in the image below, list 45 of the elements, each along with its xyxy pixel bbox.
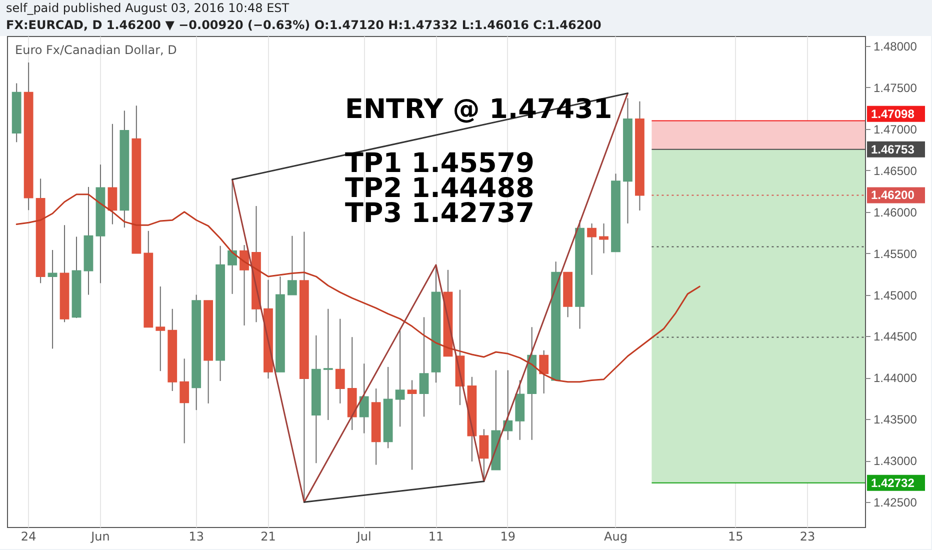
candlestick (48, 249, 58, 350)
x-tick-label: Aug (604, 530, 628, 544)
x-tick-label: 19 (500, 530, 516, 544)
y-tick-label: 1.46000 (874, 205, 918, 220)
y-tick-label: 1.43000 (874, 454, 918, 468)
ref-line-label: 1.46753 (871, 142, 915, 156)
x-tick-label: 24 (20, 530, 36, 544)
x-tick-label: Jun (90, 530, 110, 544)
candlestick (108, 123, 118, 225)
candlestick (539, 350, 549, 394)
candlestick (180, 358, 190, 444)
ref-line-label: 1.42732 (871, 476, 915, 490)
candlestick (288, 235, 297, 296)
x-tick-label: 23 (800, 530, 816, 544)
candlestick (419, 316, 429, 418)
y-tick-label: 1.44000 (874, 371, 918, 386)
x-tick-label: 21 (260, 530, 276, 544)
candlestick (599, 222, 608, 254)
text: self_paid published August 03, 2016 10:48 EST (6, 0, 290, 17)
y-tick-label: 1.45500 (874, 246, 918, 261)
candlestick (156, 286, 166, 372)
candlestick (587, 222, 596, 276)
annotation: TP3 1.42737 (345, 198, 534, 229)
candlestick (395, 330, 405, 428)
candlestick (407, 380, 417, 470)
y-tick-label: 1.44500 (874, 330, 918, 344)
chart-subtitle: FX:EURCAD, D 1.46200 ▼ −0.00920 (−0.63%) O:1.47120 H:1.47332 L:1.46016 C:1.46200 (6, 17, 602, 34)
x-tick-label: 13 (188, 530, 204, 544)
candlestick (323, 308, 333, 421)
ref-line-label: 1.46200 (871, 188, 915, 202)
x-tick-label: 11 (428, 530, 444, 544)
y-tick-label: 1.48000 (874, 39, 918, 54)
text: Euro Fx/Canadian Dollar, D (15, 43, 177, 57)
y-tick-label: 1.46500 (874, 164, 918, 178)
candlestick (335, 318, 345, 404)
y-tick-label: 1.42500 (874, 496, 918, 510)
ref-line-label: 1.47098 (871, 106, 915, 121)
y-tick-label: 1.43500 (874, 412, 918, 427)
line-series (232, 92, 628, 503)
y-tick-label: 1.47500 (874, 80, 918, 95)
candlestick (359, 363, 369, 434)
y-tick-label: 1.47000 (874, 122, 918, 136)
x-tick-label: 15 (728, 530, 744, 544)
y-tick-label: 1.45000 (874, 288, 918, 302)
x-tick-label: Jul (356, 530, 372, 544)
